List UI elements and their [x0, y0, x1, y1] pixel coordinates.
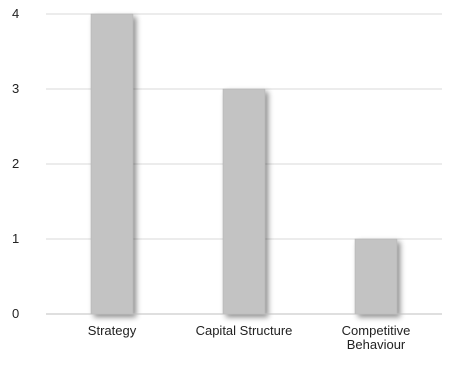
bar-capital-structure	[222, 88, 266, 315]
bar-strategy	[90, 13, 134, 315]
y-axis: 0 1 2 3 4	[12, 6, 19, 321]
y-tick-label-4: 4	[12, 6, 19, 21]
x-tick-label: Strategy	[88, 323, 137, 338]
y-tick-label-0: 0	[12, 306, 19, 321]
bar-competitive-behaviour	[354, 238, 398, 315]
y-tick-label-3: 3	[12, 81, 19, 96]
x-tick-label: Competitive	[342, 323, 411, 338]
y-tick-label-1: 1	[12, 231, 19, 246]
y-tick-label-2: 2	[12, 156, 19, 171]
x-tick-label: Capital Structure	[196, 323, 293, 338]
x-tick-label: Behaviour	[347, 337, 406, 352]
x-axis: Strategy Capital Structure CompetitiveBeha…	[46, 313, 442, 352]
